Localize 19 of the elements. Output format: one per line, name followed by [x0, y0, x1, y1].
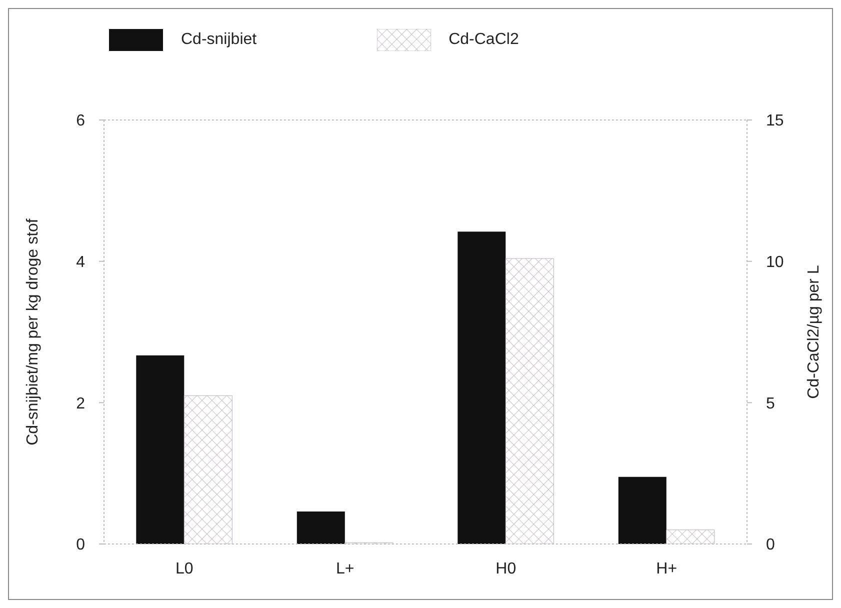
y-tick-label: 4: [76, 254, 86, 272]
x-tick-label: H+: [656, 560, 678, 578]
y-tick-label: 6: [76, 112, 86, 130]
y2-tick-label: 10: [766, 254, 784, 272]
y2-tick-label: 5: [766, 395, 775, 412]
x-tick-label: L+: [336, 560, 354, 578]
legend-label: Cd-CaCl2: [448, 31, 519, 49]
x-tick-label: L0: [175, 560, 194, 578]
bar: [296, 511, 345, 544]
legend-label: Cd-snijbiet: [181, 31, 257, 49]
y2-tick-label: 0: [766, 536, 775, 554]
y2-tick-label: 15: [766, 112, 784, 130]
y-axis-title: Cd-snijbiet/mg per kg droge stof: [24, 218, 42, 446]
x-tick-label: H0: [496, 560, 516, 578]
y-tick-label: 0: [76, 536, 86, 554]
bar: [618, 476, 666, 544]
bar: [666, 530, 715, 544]
y2-axis-title: Cd-CaCl2/µg per L: [806, 265, 823, 399]
y-tick-label: 2: [76, 395, 86, 412]
